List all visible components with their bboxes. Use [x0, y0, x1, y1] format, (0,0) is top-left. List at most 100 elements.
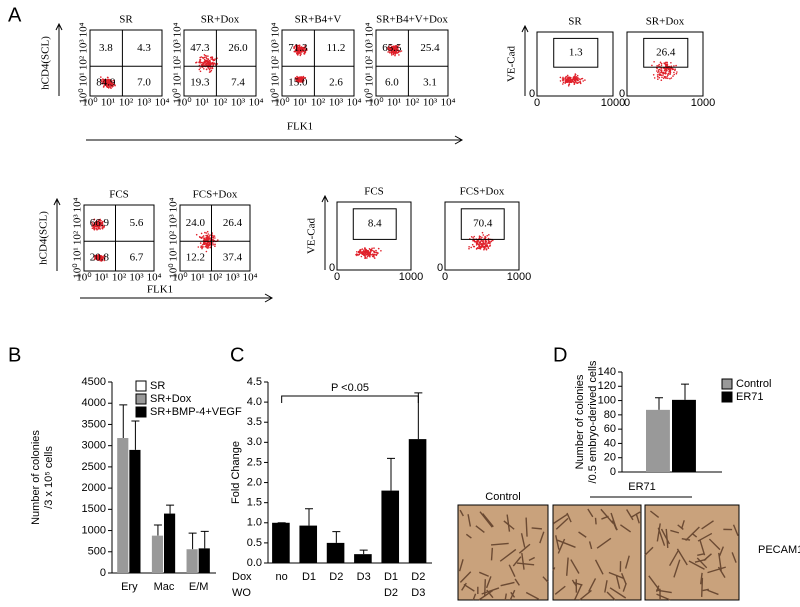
event-dot — [398, 54, 400, 56]
event-dot — [398, 44, 400, 47]
cell — [465, 533, 472, 539]
event-dot — [103, 81, 106, 83]
event-dot — [395, 45, 398, 47]
event-dot — [296, 79, 299, 81]
event-dot — [93, 228, 96, 230]
event-dot — [488, 240, 491, 243]
x-tick-label: 10¹ — [101, 97, 115, 109]
event-dot — [574, 73, 577, 75]
event-dot — [482, 234, 485, 236]
cell — [542, 576, 549, 583]
cell — [516, 562, 535, 566]
event-dot — [95, 227, 98, 230]
plot-title: SR+B4+V+Dox — [376, 14, 448, 26]
event-dot — [95, 221, 97, 223]
gate — [352, 208, 397, 240]
plot-title: SR+B4+V — [295, 14, 342, 26]
x-tick-label: 1000 — [601, 97, 625, 109]
plot-title: FCS+Dox — [193, 189, 238, 201]
cell — [518, 543, 531, 554]
event-dot — [205, 232, 208, 234]
cell — [596, 537, 612, 549]
cell — [644, 546, 654, 556]
event-dot — [359, 252, 361, 254]
cell — [531, 527, 542, 530]
x-tick-label: 10⁴ — [147, 272, 162, 284]
event-dot — [214, 237, 216, 239]
y-tick-label: 10⁴ — [172, 22, 184, 37]
event-dot — [97, 228, 99, 230]
cell — [520, 533, 526, 548]
event-dot — [299, 54, 302, 57]
x-tick-label: 10² — [112, 272, 127, 284]
legend-label: SR — [150, 380, 165, 392]
event-dot — [584, 79, 586, 81]
event-dot — [391, 51, 394, 53]
event-dot — [570, 81, 573, 84]
event-dot — [293, 47, 295, 49]
event-dot — [656, 67, 658, 70]
cell — [648, 575, 662, 593]
event-dot — [198, 68, 201, 71]
event-dot — [103, 225, 105, 228]
event-dot — [201, 246, 204, 249]
event-dot — [660, 62, 663, 65]
event-dot — [217, 239, 219, 241]
x-tick-label: 10² — [213, 97, 228, 109]
event-dot — [470, 236, 473, 238]
x-tick-label: 10³ — [231, 97, 246, 109]
x-tick-label: no — [276, 571, 288, 583]
y-tick-label: 0 — [610, 466, 616, 478]
x-tick-label: 0 — [442, 271, 448, 283]
quadrant-value: 24.0 — [186, 217, 206, 229]
event-dot — [208, 243, 211, 245]
cell — [499, 548, 517, 562]
event-dot — [210, 67, 212, 70]
event-dot — [375, 251, 378, 254]
cell — [512, 556, 522, 567]
cell — [676, 548, 688, 566]
event-dot — [101, 226, 104, 228]
x-tick-label: 10⁰ — [274, 97, 290, 109]
quadrant-value: 19.3 — [190, 76, 210, 88]
event-dot — [209, 246, 211, 249]
event-dot — [667, 74, 669, 76]
y-tick-label: 1.0 — [247, 517, 262, 529]
event-dot — [100, 222, 102, 224]
event-dot — [297, 80, 299, 83]
event-dot — [302, 80, 304, 83]
event-dot — [373, 257, 376, 259]
plot-title: SR+Dox — [646, 16, 685, 28]
cell — [701, 520, 714, 530]
cell — [702, 588, 709, 592]
x-tick-label: 10³ — [129, 272, 144, 284]
bar — [354, 554, 372, 563]
y-tick-label: 10³ — [172, 39, 184, 54]
event-dot — [565, 81, 567, 83]
event-dot — [98, 258, 100, 260]
event-dot — [105, 80, 107, 83]
y-tick-label: 10³ — [78, 39, 90, 54]
plot-frame — [375, 29, 449, 97]
cell — [615, 574, 621, 589]
event-dot — [367, 250, 369, 253]
event-dot — [565, 79, 567, 81]
event-dot — [665, 64, 668, 66]
legend-label: SR+Dox — [150, 393, 192, 405]
cell — [458, 559, 464, 572]
event-dot — [577, 76, 579, 79]
event-dot — [298, 50, 300, 53]
cell — [463, 583, 475, 592]
quadrant-value: 37.4 — [223, 251, 243, 263]
cell — [486, 589, 494, 599]
event-dot — [472, 237, 474, 239]
bar — [408, 439, 427, 563]
event-dot — [373, 254, 375, 257]
y-tick-label: 10² — [364, 55, 376, 70]
y-tick-label: 10¹ — [270, 72, 282, 86]
event-dot — [102, 79, 104, 82]
event-dot — [575, 78, 577, 81]
event-dot — [100, 79, 103, 81]
plot-frame — [536, 31, 614, 97]
